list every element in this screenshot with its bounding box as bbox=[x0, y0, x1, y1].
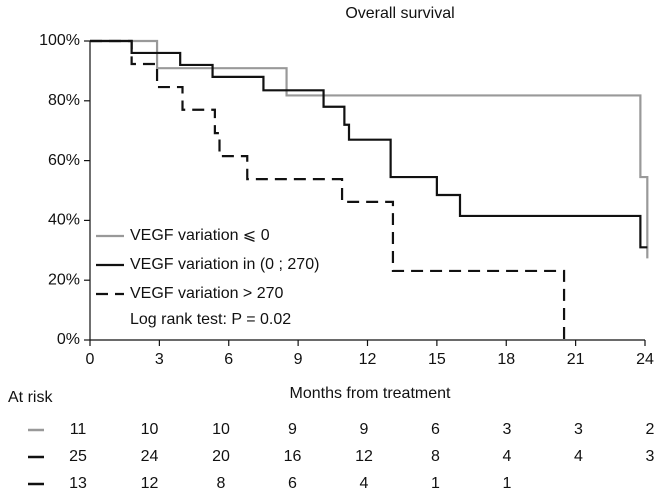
x-tick-label: 12 bbox=[359, 351, 377, 368]
y-tick-label: 20% bbox=[48, 271, 80, 288]
at-risk-count: 3 bbox=[646, 448, 655, 465]
at-risk-count: 9 bbox=[288, 421, 297, 438]
x-tick-label: 9 bbox=[294, 351, 303, 368]
at-risk-count: 11 bbox=[70, 421, 87, 438]
at-risk-label: At risk bbox=[8, 389, 53, 406]
at-risk-count: 10 bbox=[212, 421, 230, 438]
at-risk-count: 9 bbox=[360, 421, 369, 438]
x-tick-label: 6 bbox=[224, 351, 233, 368]
y-tick-label: 100% bbox=[39, 32, 80, 49]
y-tick-label: 40% bbox=[48, 212, 80, 229]
y-tick-label: 80% bbox=[48, 92, 80, 109]
x-tick-label: 15 bbox=[428, 351, 446, 368]
x-axis-label: Months from treatment bbox=[290, 385, 452, 402]
at-risk-count: 12 bbox=[141, 475, 159, 492]
y-tick-label: 0% bbox=[57, 331, 80, 348]
at-risk-count: 16 bbox=[284, 448, 302, 465]
survival-curve bbox=[90, 39, 566, 340]
at-risk-count: 24 bbox=[141, 448, 159, 465]
at-risk-count: 2 bbox=[646, 421, 655, 438]
at-risk-count: 3 bbox=[503, 421, 512, 438]
at-risk-count: 3 bbox=[574, 421, 583, 438]
at-risk-count: 13 bbox=[69, 475, 87, 492]
at-risk-count: 12 bbox=[355, 448, 373, 465]
survival-curve bbox=[90, 39, 649, 259]
at-risk-count: 10 bbox=[141, 421, 159, 438]
survival-curve bbox=[90, 39, 648, 249]
at-risk-count: 6 bbox=[288, 475, 297, 492]
at-risk-count: 1 bbox=[431, 475, 440, 492]
at-risk-count: 25 bbox=[69, 448, 87, 465]
x-tick-label: 21 bbox=[567, 351, 585, 368]
legend-label: VEGF variation ⩽ 0 bbox=[130, 227, 270, 244]
at-risk-count: 20 bbox=[212, 448, 230, 465]
annotation: Log rank test: P = 0.02 bbox=[130, 311, 291, 328]
at-risk-count: 8 bbox=[217, 475, 226, 492]
legend-label: VEGF variation in (0 ; 270) bbox=[130, 256, 319, 273]
chart-title: Overall survival bbox=[345, 5, 454, 22]
x-tick-label: 24 bbox=[636, 351, 654, 368]
at-risk-count: 4 bbox=[574, 448, 583, 465]
at-risk-count: 4 bbox=[360, 475, 369, 492]
at-risk-count: 8 bbox=[431, 448, 440, 465]
y-tick-label: 60% bbox=[48, 152, 80, 169]
at-risk-count: 4 bbox=[503, 448, 512, 465]
at-risk-count: 6 bbox=[431, 421, 440, 438]
x-tick-label: 3 bbox=[155, 351, 164, 368]
legend-label: VEGF variation > 270 bbox=[130, 285, 284, 302]
at-risk-count: 1 bbox=[503, 475, 512, 492]
x-tick-label: 18 bbox=[497, 351, 515, 368]
x-tick-label: 0 bbox=[86, 351, 95, 368]
